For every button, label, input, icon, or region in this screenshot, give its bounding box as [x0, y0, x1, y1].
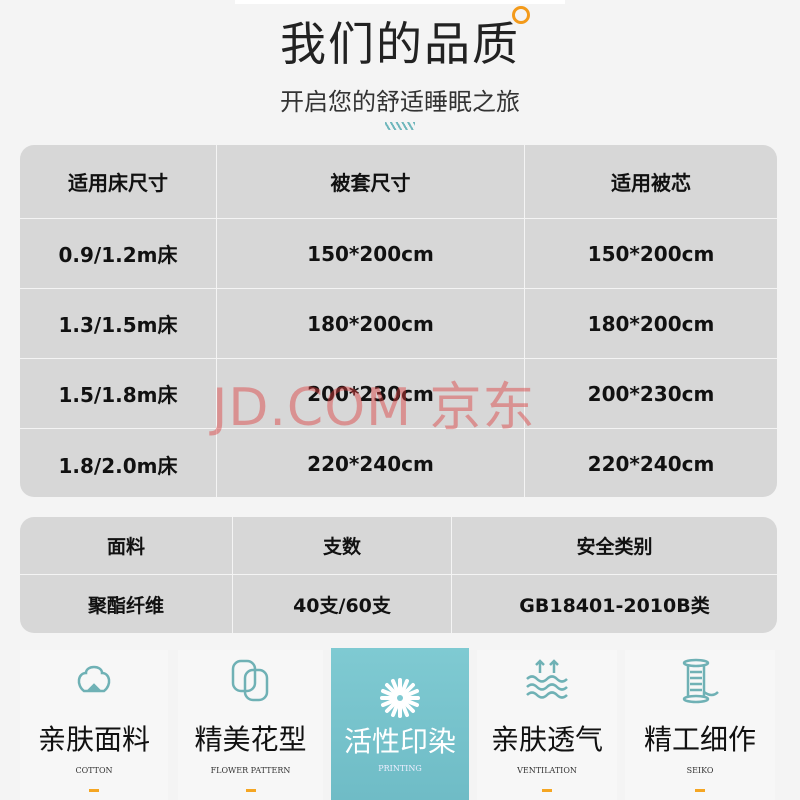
header-cell: 被套尺寸 [217, 145, 525, 218]
stripes-decoration [385, 122, 415, 130]
table-row: 聚酯纤维 40支/60支 GB18401-2010B类 [20, 575, 777, 633]
accent-bar [542, 789, 552, 792]
feature-card-cotton: 亲肤面料 COTTON [20, 650, 168, 800]
feature-subtitle: FLOWER PATTERN [210, 766, 291, 775]
table-row: 0.9/1.2m床 150*200cm 150*200cm [20, 219, 777, 289]
table-cell: 40支/60支 [233, 575, 452, 633]
table-row: 1.8/2.0m床 220*240cm 220*240cm [20, 429, 777, 497]
table-cell: 220*240cm [587, 452, 715, 476]
size-table: 适用床尺寸 被套尺寸 适用被芯 0.9/1.2m床 150*200cm 150*… [20, 145, 777, 497]
thread-spool-icon [625, 650, 775, 712]
header-cell: 适用床尺寸 [20, 145, 217, 218]
table-row: 1.5/1.8m床 200*230cm 200*230cm [20, 359, 777, 429]
feature-subtitle: SEIKO [686, 766, 714, 775]
table-cell: 1.5/1.8m床 [20, 359, 217, 428]
cotton-icon [20, 650, 168, 712]
feature-title: 活性印染 [343, 725, 456, 758]
feature-card-pattern: 精美花型 FLOWER PATTERN [178, 650, 323, 800]
feature-title: 亲肤面料 [37, 723, 150, 756]
page-subtitle: 开启您的舒适睡眠之旅 [280, 88, 520, 116]
pattern-icon [178, 650, 323, 712]
table-cell: 1.8/2.0m床 [20, 429, 217, 497]
flower-icon [331, 676, 469, 720]
ventilation-icon [477, 650, 617, 712]
material-table: 面料 支数 安全类别 聚酯纤维 40支/60支 GB18401-2010B类 [20, 517, 777, 633]
table-cell: 220*240cm [217, 429, 525, 497]
table-row: 1.3/1.5m床 180*200cm 180*200cm [20, 289, 777, 359]
table-header-row: 适用床尺寸 被套尺寸 适用被芯 [20, 145, 777, 219]
feature-title: 精工细作 [643, 723, 756, 756]
feature-card-seiko: 精工细作 SEIKO [625, 650, 775, 800]
top-bar [235, 0, 565, 4]
header-cell: 适用被芯 [611, 171, 691, 195]
accent-bar [695, 789, 705, 792]
table-cell: 聚酯纤维 [20, 575, 233, 633]
table-cell: 200*230cm [217, 359, 525, 428]
feature-cards: 亲肤面料 COTTON 精美花型 FLOWER PATTERN 活性印染 PRI… [0, 648, 800, 800]
accent-bar [89, 789, 99, 792]
table-header-row: 面料 支数 安全类别 [20, 517, 777, 575]
feature-title: 亲肤透气 [490, 723, 603, 756]
feature-card-ventilation: 亲肤透气 VENTILATION [477, 650, 617, 800]
accent-bar [245, 789, 256, 792]
table-cell: 0.9/1.2m床 [20, 219, 217, 288]
feature-subtitle: VENTILATION [517, 766, 577, 775]
feature-subtitle: COTTON [75, 766, 113, 775]
table-cell: 150*200cm [217, 219, 525, 288]
feature-subtitle: PRINTING [378, 764, 422, 773]
feature-title: 精美花型 [194, 723, 307, 756]
page-title: 我们的品质 [280, 17, 520, 71]
header-cell: 面料 [20, 517, 233, 574]
header-cell: 支数 [233, 517, 452, 574]
header-cell: 安全类别 [576, 536, 653, 558]
table-cell: GB18401-2010B类 [519, 594, 710, 617]
table-cell: 1.3/1.5m床 [20, 289, 217, 358]
watermark: JD.COM 京东 [212, 378, 536, 438]
table-cell: 150*200cm [587, 241, 715, 266]
table-cell: 200*230cm [587, 381, 715, 406]
feature-card-printing: 活性印染 PRINTING [331, 648, 469, 800]
accent-circle-icon [512, 6, 530, 24]
table-cell: 180*200cm [587, 311, 715, 336]
table-cell: 180*200cm [217, 289, 525, 358]
